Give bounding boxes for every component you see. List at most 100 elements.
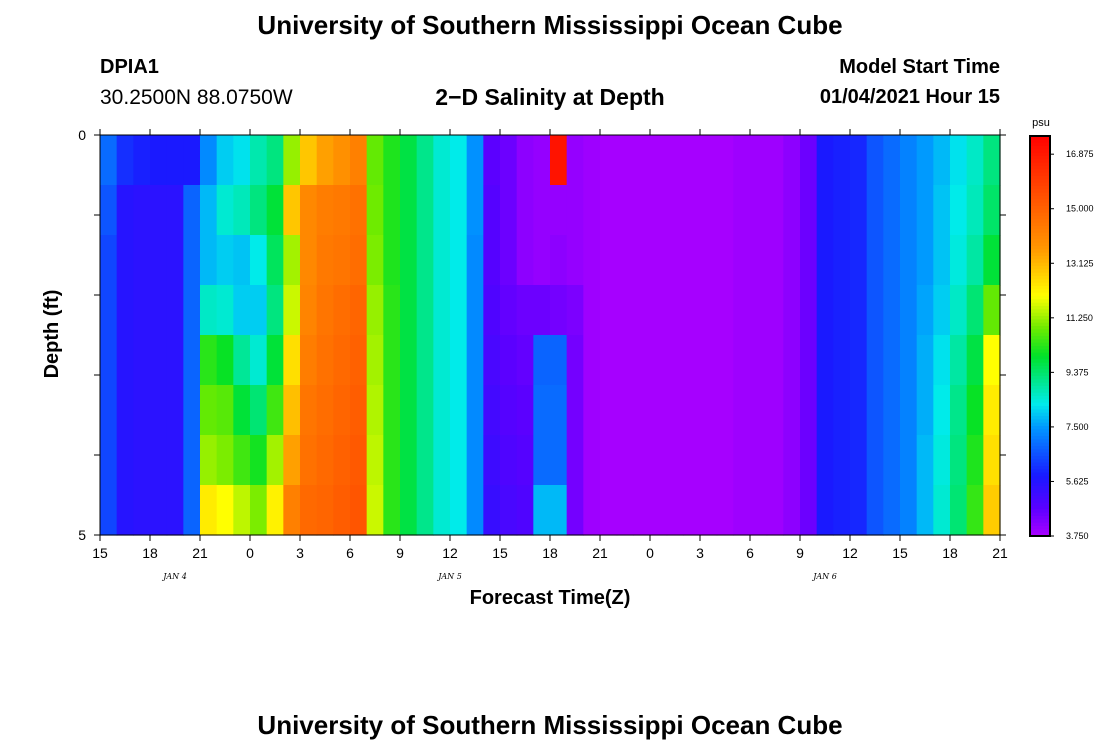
heatmap-cell	[750, 285, 768, 336]
heatmap-cell	[583, 135, 601, 186]
heatmap-cell	[433, 135, 451, 186]
heatmap-cell	[666, 335, 684, 386]
heatmap-cell	[266, 335, 284, 386]
colorbar-segment	[1030, 269, 1050, 274]
colorbar-segment	[1030, 472, 1050, 477]
heatmap-cell	[533, 385, 551, 436]
y-axis-title: Depth (ft)	[41, 290, 63, 379]
heatmap-cell	[233, 285, 251, 336]
heatmap-cell	[583, 185, 601, 236]
heatmap-cell	[250, 235, 268, 286]
heatmap-cell	[616, 485, 634, 536]
heatmap-cell	[466, 285, 484, 336]
heatmap-cell	[516, 235, 534, 286]
colorbar-segment	[1030, 459, 1050, 464]
heatmap-cell	[266, 435, 284, 486]
heatmap-cell	[583, 435, 601, 486]
heatmap-cell	[716, 135, 734, 186]
chart-subtitle: 2−D Salinity at Depth	[435, 84, 665, 110]
heatmap-cell	[633, 235, 651, 286]
heatmap-cell	[800, 485, 818, 536]
x-tick-label: 18	[942, 545, 958, 561]
heatmap-cell	[550, 235, 568, 286]
heatmap-cell	[133, 335, 151, 386]
colorbar-segment	[1030, 256, 1050, 260]
heatmap-cell	[516, 435, 534, 486]
heatmap-cell	[866, 335, 884, 386]
heatmap-cell	[950, 285, 968, 336]
heatmap-cell	[400, 135, 418, 186]
heatmap-cell	[133, 185, 151, 236]
colorbar-segment	[1030, 499, 1050, 504]
colorbar-segment	[1030, 482, 1050, 487]
heatmap-cell	[800, 135, 818, 186]
colorbar-label: 3.750	[1066, 531, 1089, 541]
heatmap-cell	[750, 485, 768, 536]
heatmap-cell	[966, 435, 984, 486]
colorbar-segment	[1030, 339, 1050, 344]
colorbar-segment	[1030, 322, 1050, 327]
heatmap-cell	[366, 235, 384, 286]
heatmap-cell	[600, 335, 618, 386]
heatmap-cell	[950, 135, 968, 186]
heatmap-cell	[616, 235, 634, 286]
heatmap-cell	[233, 485, 251, 536]
heatmap-cell	[566, 135, 584, 186]
x-tick-label: 15	[892, 545, 908, 561]
colorbar-segment	[1030, 309, 1050, 314]
heatmap-cell	[250, 135, 268, 186]
heatmap-cell	[550, 385, 568, 436]
heatmap-cell	[466, 335, 484, 386]
heatmap-cell	[866, 285, 884, 336]
colorbar-segment	[1030, 242, 1050, 247]
colorbar-segment	[1030, 379, 1050, 384]
heatmap-cell	[833, 485, 851, 536]
heatmap-cell	[166, 235, 184, 286]
colorbar-segment	[1030, 436, 1050, 440]
heatmap-cell	[600, 285, 618, 336]
heatmap-cell	[666, 385, 684, 436]
colorbar-segment	[1030, 159, 1050, 164]
heatmap-cell	[766, 335, 784, 386]
heatmap-cell	[283, 135, 301, 186]
heatmap-cell	[433, 435, 451, 486]
colorbar-segment	[1030, 282, 1050, 287]
heatmap-cell	[183, 285, 201, 336]
x-tick-label: 9	[796, 545, 804, 561]
heatmap-cell	[283, 235, 301, 286]
heatmap-cell	[483, 135, 501, 186]
heatmap-cell	[300, 135, 318, 186]
heatmap-cell	[850, 385, 868, 436]
heatmap-cell	[916, 135, 934, 186]
heatmap-cell	[466, 185, 484, 236]
heatmap-cell	[833, 335, 851, 386]
heatmap-cell	[933, 485, 951, 536]
heatmap-cell	[850, 135, 868, 186]
y-axis: 05	[78, 127, 1006, 543]
colorbar-segment	[1030, 486, 1050, 490]
heatmap-cell	[266, 185, 284, 236]
colorbar-segment	[1030, 522, 1050, 527]
heatmap-cell	[100, 185, 118, 236]
heatmap-cell	[100, 335, 118, 386]
heatmap-cell	[383, 285, 401, 336]
heatmap-cell	[166, 485, 184, 536]
colorbar-segment	[1030, 392, 1050, 397]
heatmap-cell	[716, 385, 734, 436]
x-tick-label: 21	[992, 545, 1008, 561]
heatmap-cell	[833, 385, 851, 436]
heatmap-cell	[766, 235, 784, 286]
heatmap-cell	[583, 335, 601, 386]
heatmap-cell	[883, 285, 901, 336]
heatmap-cell	[500, 235, 518, 286]
colorbar-segment	[1030, 402, 1050, 407]
heatmap-cell	[183, 485, 201, 536]
heatmap-cell	[133, 435, 151, 486]
heatmap-cell	[683, 285, 701, 336]
heatmap-cell	[300, 385, 318, 436]
heatmap-cell	[700, 435, 718, 486]
heatmap-cell	[866, 235, 884, 286]
heatmap-cell	[833, 285, 851, 336]
heatmap-cell	[666, 185, 684, 236]
colorbar-segment	[1030, 446, 1050, 450]
